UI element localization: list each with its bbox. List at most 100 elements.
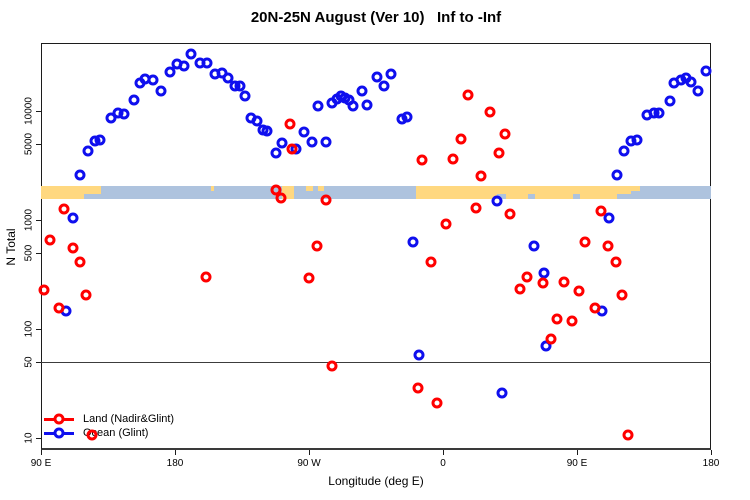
- map-band-land-segment: [630, 186, 640, 191]
- data-point-land: [504, 208, 516, 220]
- land-series-marker-icon: [44, 413, 74, 425]
- map-band-land-segment: [41, 186, 85, 199]
- data-point-ocean: [413, 349, 425, 361]
- data-point-ocean: [361, 99, 373, 111]
- x-tick-label: 180: [166, 458, 184, 469]
- data-point-land: [440, 218, 452, 230]
- legend: Land (Nadir&Glint) Ocean (Glint): [44, 412, 174, 440]
- data-point-land: [579, 236, 591, 248]
- data-point-land: [595, 205, 607, 217]
- y-tick-mark: [36, 220, 41, 221]
- data-point-ocean: [538, 267, 550, 279]
- data-point-ocean: [320, 136, 332, 148]
- y-tick-mark: [36, 144, 41, 145]
- open-circle-icon: [53, 413, 65, 425]
- data-point-ocean: [603, 212, 615, 224]
- data-point-land: [573, 285, 585, 297]
- x-axis-label: Longitude (deg E): [328, 474, 424, 488]
- data-point-land: [447, 153, 459, 165]
- x-tick-label: 0: [440, 458, 446, 469]
- data-point-land: [74, 256, 86, 268]
- data-point-land: [455, 133, 467, 145]
- data-point-ocean: [118, 108, 130, 120]
- plot-area: [41, 43, 711, 450]
- map-band-land-segment: [496, 186, 506, 194]
- data-point-land: [462, 89, 474, 101]
- map-band-land-segment: [572, 186, 580, 194]
- data-point-ocean: [700, 65, 712, 77]
- data-point-land: [551, 313, 563, 325]
- data-point-ocean: [164, 66, 176, 78]
- data-point-land: [616, 289, 628, 301]
- x-tick-label: 180: [702, 458, 720, 469]
- data-point-ocean: [178, 60, 190, 72]
- data-point-ocean: [306, 136, 318, 148]
- data-point-land: [589, 302, 601, 314]
- data-point-land: [303, 272, 315, 284]
- y-tick-mark: [36, 253, 41, 254]
- y-tick-label: 10000: [23, 97, 35, 125]
- data-point-ocean: [685, 76, 697, 88]
- data-point-land: [602, 240, 614, 252]
- data-point-ocean: [653, 107, 665, 119]
- data-point-land: [521, 271, 533, 283]
- data-point-ocean: [251, 115, 263, 127]
- x-tick-label: 90 E: [566, 458, 588, 469]
- data-point-ocean: [67, 212, 79, 224]
- ocean-series-marker-icon: [44, 427, 74, 439]
- data-point-land: [475, 170, 487, 182]
- legend-label-land: Land (Nadir&Glint): [83, 413, 175, 425]
- map-band-land-segment: [505, 186, 528, 199]
- map-band-land-segment: [579, 186, 618, 199]
- x-tick-mark: [41, 450, 42, 455]
- y-tick-mark: [36, 362, 41, 363]
- data-point-ocean: [378, 80, 390, 92]
- data-point-ocean: [664, 95, 676, 107]
- data-point-land: [275, 192, 287, 204]
- x-tick-mark: [175, 450, 176, 455]
- data-point-ocean: [611, 169, 623, 181]
- data-point-land: [484, 106, 496, 118]
- y-tick-label: 10: [23, 432, 35, 444]
- x-tick-mark: [443, 450, 444, 455]
- data-point-ocean: [491, 195, 503, 207]
- map-band-land-segment: [527, 186, 536, 194]
- data-point-land: [499, 128, 511, 140]
- y-tick-label: 5000: [23, 132, 35, 156]
- data-point-land: [311, 240, 323, 252]
- data-point-ocean: [201, 57, 213, 69]
- data-point-land: [58, 203, 70, 215]
- y-tick-label: 100: [23, 320, 35, 338]
- map-band-land-segment: [282, 186, 295, 199]
- data-point-ocean: [496, 387, 508, 399]
- data-point-ocean: [261, 125, 273, 137]
- x-tick-label: 90 E: [30, 458, 52, 469]
- data-point-land: [44, 234, 56, 246]
- data-point-land: [412, 382, 424, 394]
- data-point-land: [425, 256, 437, 268]
- data-point-ocean: [347, 100, 359, 112]
- y-axis-label: N Total: [4, 228, 18, 266]
- data-point-ocean: [222, 72, 234, 84]
- data-point-land: [514, 283, 526, 295]
- data-point-ocean: [618, 145, 630, 157]
- data-point-ocean: [298, 126, 310, 138]
- y-tick-mark: [36, 329, 41, 330]
- legend-item-land: Land (Nadir&Glint): [44, 412, 174, 426]
- data-point-land: [326, 360, 338, 372]
- data-point-ocean: [74, 169, 86, 181]
- data-point-ocean: [385, 68, 397, 80]
- data-point-land: [537, 277, 549, 289]
- data-point-land: [200, 271, 212, 283]
- data-point-land: [286, 143, 298, 155]
- data-point-land: [566, 315, 578, 327]
- data-point-land: [86, 429, 98, 441]
- map-band-land-segment: [306, 186, 314, 191]
- data-point-land: [431, 397, 443, 409]
- data-point-land: [416, 154, 428, 166]
- reference-line-50: [41, 362, 711, 363]
- data-point-land: [53, 302, 65, 314]
- open-circle-icon: [53, 427, 65, 439]
- y-tick-mark: [36, 438, 41, 439]
- data-point-ocean: [128, 94, 140, 106]
